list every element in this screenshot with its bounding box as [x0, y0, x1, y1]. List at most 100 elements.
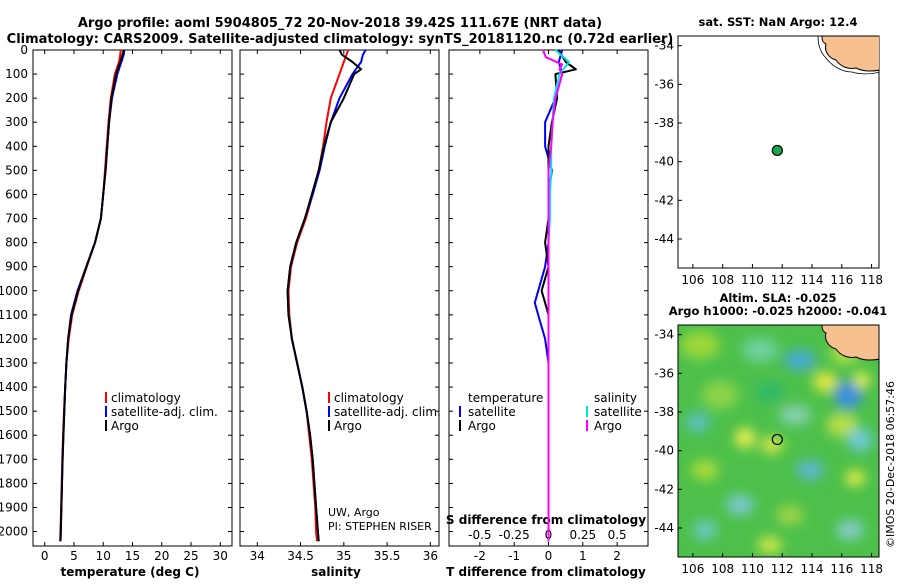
depth-tick-label: 400: [5, 139, 28, 153]
map-x-tick-label: 118: [860, 562, 883, 576]
map-y-tick-label: -42: [654, 482, 674, 496]
sst-map-title: sat. SST: NaN Argo: 12.4: [698, 15, 857, 29]
argo-float-marker: [771, 144, 783, 157]
coastline-outline: [817, 36, 879, 75]
map-x-tick-label: 114: [801, 562, 824, 576]
map-y-tick-label: -44: [654, 521, 674, 535]
x-tick-label: 0: [41, 549, 49, 563]
legend-satellite-adj: satellite-adj. clim.: [111, 405, 218, 419]
map-y-tick-label: -34: [654, 39, 674, 53]
map-x-tick-label: 114: [801, 273, 824, 287]
x-tick-label: 2: [613, 549, 621, 563]
series-line-s-argo: [542, 49, 564, 542]
temperature-axis-label: temperature (deg C): [61, 565, 200, 579]
x-tick-label: 0: [545, 549, 553, 563]
depth-tick-label: 100: [5, 67, 28, 81]
map-x-tick-label: 112: [771, 562, 794, 576]
depth-tick-label: 700: [5, 212, 28, 226]
title-line-1: Argo profile: aoml 5904805_72 20-Nov-201…: [78, 16, 602, 31]
map-y-tick-label: -40: [654, 155, 674, 169]
map-x-tick-label: 110: [741, 562, 764, 576]
map-x-tick-label: 116: [830, 562, 853, 576]
map-y-tick-label: -36: [654, 77, 674, 91]
series-line-satellite-adj-clim-: [59, 49, 126, 542]
depth-tick-label: 200: [5, 91, 28, 105]
depth-tick-label: 1700: [0, 452, 28, 466]
t-difference-axis-label: T difference from climatology: [446, 565, 646, 579]
depth-tick-label: 1600: [0, 428, 28, 442]
series-line-t-argo: [540, 49, 577, 542]
x-tick-label: 25: [183, 549, 198, 563]
depth-tick-label: 2000: [0, 525, 28, 539]
legend-s-satellite: satellite: [594, 405, 642, 419]
map-y-tick-label: -38: [654, 405, 674, 419]
x-tick-label: 34: [250, 549, 265, 563]
depth-tick-label: 1900: [0, 500, 28, 514]
depth-tick-label: 1300: [0, 356, 28, 370]
legend-climatology: climatology: [334, 391, 404, 405]
map-x-tick-label: 112: [771, 273, 794, 287]
title-line-2: Climatology: CARS2009. Satellite-adjuste…: [7, 32, 674, 47]
x-tick-label: -1: [508, 549, 520, 563]
map-y-tick-label: -36: [654, 366, 674, 380]
depth-tick-label: 900: [5, 260, 28, 274]
series-line-argo: [286, 49, 363, 542]
map-x-tick-label: 118: [860, 273, 883, 287]
legend-climatology: climatology: [111, 391, 181, 405]
x-tick-label: 0.5: [608, 528, 627, 542]
map-y-tick-label: -38: [654, 116, 674, 130]
depth-tick-label: 1200: [0, 332, 28, 346]
depth-tick-label: 500: [5, 163, 28, 177]
x-tick-label: 34.5: [287, 549, 314, 563]
x-tick-label: 1: [579, 549, 587, 563]
map-y-tick-label: -40: [654, 444, 674, 458]
map-y-tick-label: -34: [654, 328, 674, 342]
x-tick-label: 35: [336, 549, 351, 563]
temperature-legend: climatology satellite-adj. clim. Argo: [105, 391, 218, 433]
series-line-climatology: [59, 49, 122, 542]
salinity-legend: climatology satellite-adj. clim. Argo UW…: [328, 391, 441, 533]
x-tick-label: 15: [125, 549, 140, 563]
map-x-tick-label: 116: [830, 273, 853, 287]
map-x-tick-label: 106: [681, 562, 704, 576]
s-difference-axis-label: S difference from climatology: [446, 513, 646, 527]
coastline-land: [821, 325, 879, 361]
x-tick-label: -0.5: [468, 528, 491, 542]
sla-map-title-2: Argo h1000: -0.025 h2000: -0.041: [669, 304, 888, 318]
series-line-climatology: [287, 49, 350, 542]
depth-tick-label: 1500: [0, 404, 28, 418]
depth-tick-label: 0: [20, 43, 28, 57]
salinity-panel: [239, 49, 440, 547]
x-tick-label: 30: [213, 549, 228, 563]
depth-tick-label: 1000: [0, 284, 28, 298]
x-tick-label: 35.5: [374, 549, 401, 563]
x-tick-label: 5: [70, 549, 78, 563]
legend-argo: Argo: [111, 419, 139, 433]
x-tick-label: 10: [96, 549, 111, 563]
map-x-tick-label: 108: [711, 273, 734, 287]
map-x-tick-label: 108: [711, 562, 734, 576]
depth-tick-label: 600: [5, 187, 28, 201]
sla-map-field: [678, 325, 879, 557]
difference-legend: temperature satellite Argo salinity sate…: [459, 391, 642, 433]
legend-satellite-adj: satellite-adj. clim.: [334, 405, 441, 419]
watermark: ©IMOS 20-Dec-2018 06:57:46: [884, 381, 897, 548]
x-tick-label: -2: [474, 549, 486, 563]
legend-salinity: salinity: [594, 391, 637, 405]
x-tick-label: 0.25: [569, 528, 596, 542]
salinity-axis-label: salinity: [311, 565, 361, 579]
x-tick-label: 20: [154, 549, 169, 563]
x-tick-label: -0.25: [499, 528, 530, 542]
legend-argo: Argo: [334, 419, 362, 433]
map-y-tick-label: -42: [654, 193, 674, 207]
map-x-tick-label: 110: [741, 273, 764, 287]
legend-t-argo: Argo: [468, 419, 496, 433]
map-y-tick-label: -44: [654, 232, 674, 246]
sla-map-panel: [677, 324, 880, 558]
depth-tick-label: 800: [5, 236, 28, 250]
legend-s-argo: Argo: [594, 419, 622, 433]
depth-tick-label: 300: [5, 115, 28, 129]
legend-t-satellite: satellite: [468, 405, 516, 419]
coastline-land: [821, 36, 879, 72]
